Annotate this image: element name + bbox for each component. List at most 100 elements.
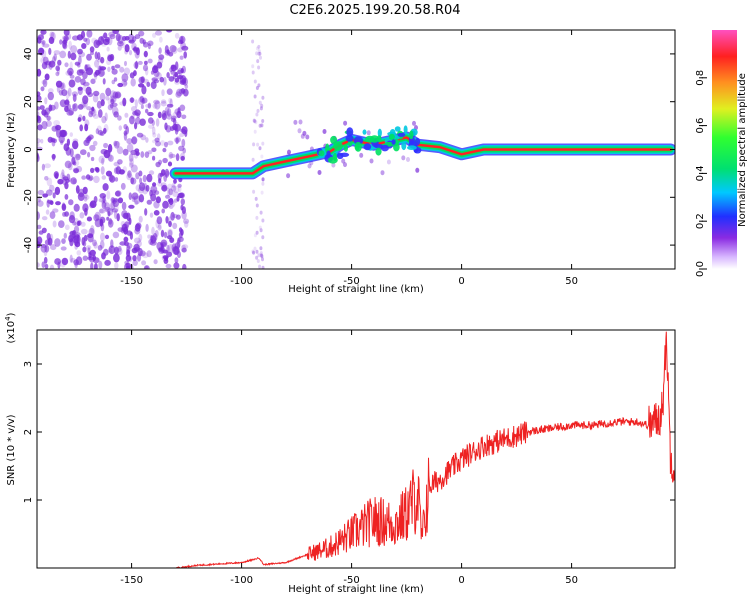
noise-blob [108, 248, 113, 253]
ridge-blob [401, 141, 407, 151]
noise-blob [119, 39, 126, 48]
ridge-blob [397, 132, 406, 137]
noise-blob [114, 177, 119, 182]
noise-blob [140, 134, 147, 141]
noise-blob [118, 169, 125, 175]
noise-blob [83, 196, 88, 202]
noise-blob [97, 52, 101, 61]
noise-blob [82, 255, 89, 261]
snr-exponent-label: (x104) [4, 312, 17, 343]
noise-blob [43, 43, 50, 48]
noise-blob [124, 60, 127, 67]
noise-blob [167, 161, 173, 167]
x-tick-label: -150 [120, 276, 143, 287]
ridge-blob [377, 128, 382, 138]
noise-blob [52, 192, 56, 199]
noise-blob [90, 167, 95, 173]
noise-blob [134, 200, 139, 206]
noise-blob [44, 73, 50, 81]
noise-blob [261, 119, 265, 123]
noise-blob [46, 115, 52, 121]
noise-blob [86, 216, 92, 222]
noise-blob [181, 114, 187, 120]
noise-blob [142, 174, 147, 183]
noise-blob [49, 31, 55, 38]
noise-blob [116, 247, 123, 256]
noise-blob [130, 177, 137, 185]
noise-blob [65, 98, 70, 108]
noise-blob [181, 45, 189, 51]
noise-blob [126, 138, 133, 145]
ridge-blob [318, 150, 325, 157]
noise-blob [104, 206, 111, 213]
noise-blob [37, 115, 42, 124]
noise-blob [77, 220, 82, 226]
noise-blob [255, 46, 259, 51]
noise-blob [260, 123, 263, 128]
noise-blob [113, 204, 119, 213]
noise-blob [125, 254, 132, 262]
noise-blob [104, 36, 110, 43]
snr-exponent-close: ) [6, 312, 17, 316]
noise-blob [183, 218, 190, 224]
noise-blob [40, 30, 45, 37]
noise-blob [129, 97, 135, 103]
noise-blob [114, 91, 122, 99]
noise-blob [145, 137, 149, 143]
noise-blob [104, 234, 110, 240]
noise-blob [158, 247, 163, 252]
noise-blob [37, 200, 44, 207]
noise-blob [73, 203, 80, 212]
noise-blob [68, 79, 76, 88]
noise-blob [99, 92, 106, 102]
noise-blob [42, 78, 48, 88]
noise-blob [128, 50, 133, 56]
noise-blob [113, 210, 118, 219]
noise-blob [86, 106, 92, 111]
noise-blob [143, 50, 148, 58]
noise-blob [257, 83, 261, 88]
x-tick-label: -150 [120, 575, 143, 586]
noise-blob [96, 100, 102, 109]
noise-blob [47, 237, 53, 246]
noise-blob [254, 120, 258, 125]
noise-blob [174, 80, 181, 85]
noise-blob [261, 177, 265, 182]
noise-blob [123, 67, 131, 76]
noise-blob [92, 257, 100, 264]
noise-blob [258, 225, 262, 230]
noise-blob [145, 67, 149, 76]
noise-blob [100, 148, 108, 155]
noise-blob [406, 157, 410, 162]
noise-blob [92, 94, 99, 103]
noise-blob [257, 49, 261, 54]
noise-blob [137, 60, 143, 65]
noise-blob [131, 196, 136, 203]
noise-blob [59, 82, 65, 90]
noise-blob [82, 115, 86, 122]
noise-blob [157, 224, 162, 231]
noise-blob [256, 108, 260, 113]
noise-blob [104, 259, 111, 266]
noise-blob [251, 249, 255, 254]
noise-blob [54, 238, 61, 247]
noise-blob [93, 175, 100, 184]
noise-blob [251, 157, 255, 162]
noise-blob [167, 140, 174, 146]
noise-blob [252, 142, 256, 147]
noise-blob [180, 198, 185, 206]
noise-blob [142, 41, 149, 48]
noise-blob [253, 246, 257, 251]
noise-blob [37, 154, 40, 163]
noise-blob [89, 201, 95, 209]
noise-blob [74, 153, 81, 159]
noise-blob [162, 249, 169, 254]
noise-blob [139, 250, 146, 257]
noise-blob [64, 160, 72, 169]
noise-blob [166, 251, 173, 257]
ridge-blob [375, 147, 382, 156]
noise-blob [161, 110, 166, 118]
noise-blob [161, 208, 165, 214]
noise-blob [67, 50, 71, 59]
noise-blob [109, 175, 116, 183]
